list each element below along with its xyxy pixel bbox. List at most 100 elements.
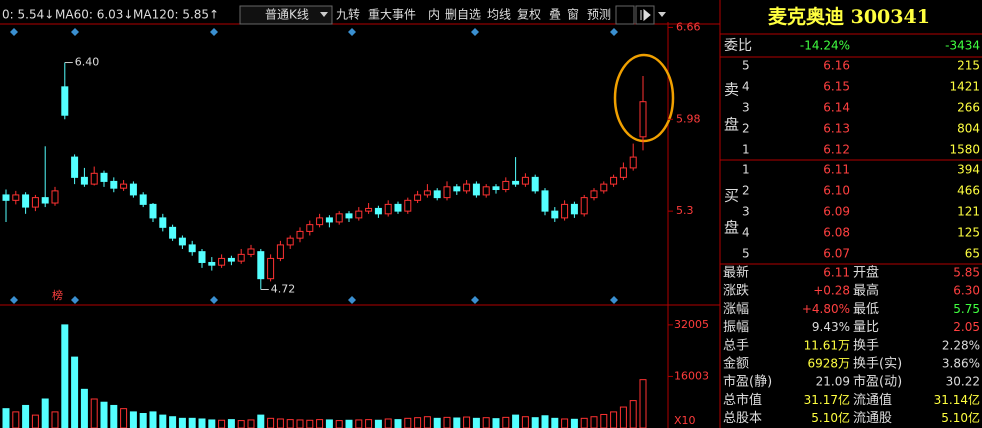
candle-body bbox=[267, 257, 275, 280]
y-tick-label: 32005 bbox=[674, 318, 709, 331]
side-label: 盘 bbox=[724, 116, 739, 134]
volume-bar bbox=[208, 419, 216, 428]
level: 3 bbox=[742, 101, 750, 115]
stat-label: 最新 bbox=[723, 265, 749, 281]
candle-body bbox=[414, 194, 422, 201]
volume-bar bbox=[218, 419, 226, 428]
volume-bar bbox=[355, 419, 363, 428]
volume-bar bbox=[404, 417, 412, 428]
volume-bar bbox=[169, 416, 177, 428]
candle-body bbox=[492, 186, 500, 191]
toolbar-button[interactable]: 删自选 bbox=[445, 8, 481, 22]
volume-bar bbox=[139, 413, 147, 428]
toolbar-button[interactable]: 重大事件 bbox=[368, 8, 416, 22]
volume-bar bbox=[276, 418, 284, 428]
price: 6.14 bbox=[823, 101, 850, 115]
candle-body bbox=[482, 186, 490, 196]
candle-body bbox=[561, 203, 569, 219]
volume-unit: X10 bbox=[674, 414, 696, 427]
stat-value: 5.10亿 bbox=[941, 410, 980, 425]
volume-bar bbox=[482, 417, 490, 428]
toolbar-button[interactable]: 叠 bbox=[549, 8, 561, 22]
volume-bar bbox=[472, 417, 480, 428]
toolbar-button[interactable]: 窗 bbox=[567, 8, 579, 22]
volume: 266 bbox=[957, 101, 980, 115]
volume-bar bbox=[100, 401, 108, 428]
candle-body bbox=[120, 183, 128, 189]
candle-body bbox=[208, 261, 216, 266]
stat-label: 开盘 bbox=[853, 265, 879, 281]
candle-body bbox=[159, 217, 167, 228]
candle-body bbox=[257, 251, 265, 280]
candle-body bbox=[2, 194, 10, 201]
stat-label: 市盈(动) bbox=[853, 374, 902, 390]
candle-body bbox=[218, 257, 226, 266]
indicator: MA60: 6.03↓ bbox=[55, 8, 133, 22]
y-tick-label: 16003 bbox=[674, 369, 709, 382]
dropdown[interactable] bbox=[239, 5, 333, 25]
candle-body bbox=[286, 237, 294, 246]
stat-value: 31.17亿 bbox=[804, 392, 850, 407]
candle-body bbox=[463, 183, 471, 192]
candle-body bbox=[521, 176, 529, 185]
volume: 394 bbox=[957, 163, 980, 177]
stat-value: 30.22 bbox=[946, 375, 980, 389]
candle-body bbox=[551, 210, 559, 219]
candle-body bbox=[384, 203, 392, 215]
candle-body bbox=[296, 230, 304, 239]
menu-arrow[interactable] bbox=[658, 12, 666, 17]
candle-body bbox=[325, 217, 333, 223]
stat-label: 涨幅 bbox=[723, 302, 749, 317]
volume-bar bbox=[610, 411, 618, 428]
volume-bar bbox=[306, 419, 314, 428]
stat-value: 6.30 bbox=[953, 284, 980, 298]
volume-bar bbox=[188, 417, 196, 428]
volume-bar bbox=[580, 417, 588, 428]
stat-value: 2.28% bbox=[942, 338, 980, 352]
dropdown-label[interactable]: 普通K线 bbox=[265, 8, 309, 22]
stat-value: +0.28 bbox=[813, 284, 850, 298]
toolbar-button[interactable]: 复权 bbox=[517, 8, 541, 22]
volume-bar bbox=[512, 414, 520, 428]
volume-bar bbox=[600, 413, 608, 428]
level: 5 bbox=[742, 59, 750, 73]
toolbar-button[interactable]: 均线 bbox=[487, 8, 511, 22]
candle-body bbox=[139, 194, 147, 205]
candle-body bbox=[433, 190, 441, 199]
candle-body bbox=[531, 176, 539, 192]
volume-bar bbox=[541, 415, 549, 428]
price: 6.16 bbox=[823, 59, 850, 73]
price: 6.15 bbox=[823, 80, 850, 94]
candle-body bbox=[41, 197, 49, 204]
value: -3434 bbox=[945, 39, 980, 53]
y-tick-label: 6.66 bbox=[676, 20, 701, 33]
candle-body bbox=[404, 199, 412, 212]
indicator: 0: 5.54↓ bbox=[2, 8, 54, 22]
candle-body bbox=[365, 207, 373, 212]
volume-bar bbox=[345, 419, 353, 428]
candle-body bbox=[512, 180, 520, 185]
dropdown-arrow bbox=[320, 12, 328, 17]
icon-button[interactable] bbox=[635, 5, 655, 25]
volume-bar bbox=[414, 417, 422, 428]
candle-body bbox=[100, 172, 108, 182]
volume-bar bbox=[90, 398, 98, 428]
candle-body bbox=[61, 86, 69, 116]
volume-bar bbox=[129, 411, 137, 428]
stock-title: 麦克奥迪 300341 bbox=[768, 5, 930, 28]
toolbar-button[interactable]: 内 bbox=[428, 8, 440, 22]
icon-button[interactable] bbox=[615, 5, 635, 25]
candle-body bbox=[629, 156, 637, 169]
volume-bar bbox=[502, 416, 510, 428]
candle-body bbox=[394, 203, 402, 212]
toolbar-button[interactable]: 九转 bbox=[336, 7, 360, 22]
candle-body bbox=[71, 156, 79, 178]
level: 3 bbox=[742, 205, 750, 219]
icon bbox=[640, 8, 651, 22]
candle-body bbox=[580, 197, 588, 215]
candle-body bbox=[149, 203, 157, 219]
volume-bar bbox=[394, 419, 402, 428]
price: 6.07 bbox=[823, 247, 850, 261]
toolbar-button[interactable]: 预测 bbox=[587, 8, 611, 22]
stat-label: 振幅 bbox=[723, 320, 749, 335]
